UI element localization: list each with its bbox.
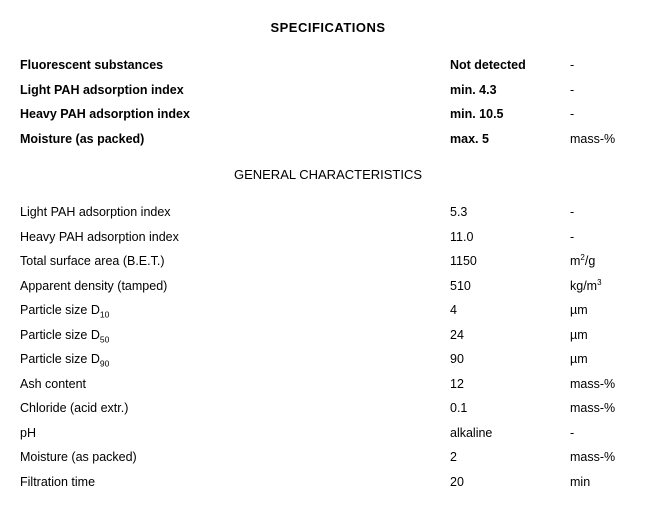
unit-cell: - (570, 78, 636, 103)
param-cell: Heavy PAH adsorption index (20, 225, 450, 250)
table-row: Fluorescent substancesNot detected- (20, 53, 636, 78)
param-cell: Heavy PAH adsorption index (20, 102, 450, 127)
param-cell: pH (20, 421, 450, 446)
param-cell: Fluorescent substances (20, 53, 450, 78)
table-row: Particle size D9090µm (20, 347, 636, 372)
unit-cell: mass-% (570, 127, 636, 152)
table-row: Heavy PAH adsorption index11.0- (20, 225, 636, 250)
unit-cell: - (570, 225, 636, 250)
unit-cell: m2/g (570, 249, 636, 274)
table-row: Light PAH adsorption indexmin. 4.3- (20, 78, 636, 103)
unit-cell: kg/m3 (570, 274, 636, 299)
value-cell: 20 (450, 470, 570, 495)
unit-cell: - (570, 102, 636, 127)
unit-cell: µm (570, 347, 636, 372)
value-cell: 90 (450, 347, 570, 372)
unit-cell: µm (570, 323, 636, 348)
param-cell: Particle size D10 (20, 298, 450, 323)
unit-cell: - (570, 200, 636, 225)
specifications-title: SPECIFICATIONS (20, 20, 636, 35)
table-row: Light PAH adsorption index5.3- (20, 200, 636, 225)
param-cell: Chloride (acid extr.) (20, 396, 450, 421)
table-row: Heavy PAH adsorption indexmin. 10.5- (20, 102, 636, 127)
param-cell: Light PAH adsorption index (20, 78, 450, 103)
unit-cell: mass-% (570, 396, 636, 421)
value-cell: 4 (450, 298, 570, 323)
param-cell: Filtration time (20, 470, 450, 495)
table-row: pHalkaline- (20, 421, 636, 446)
value-cell: 5.3 (450, 200, 570, 225)
general-characteristics-title: GENERAL CHARACTERISTICS (20, 167, 636, 182)
table-row: Chloride (acid extr.)0.1mass-% (20, 396, 636, 421)
param-cell: Moisture (as packed) (20, 445, 450, 470)
unit-cell: mass-% (570, 445, 636, 470)
table-row: Total surface area (B.E.T.)1150m2/g (20, 249, 636, 274)
param-cell: Total surface area (B.E.T.) (20, 249, 450, 274)
value-cell: 510 (450, 274, 570, 299)
param-cell: Light PAH adsorption index (20, 200, 450, 225)
param-cell: Particle size D90 (20, 347, 450, 372)
value-cell: 12 (450, 372, 570, 397)
unit-cell: - (570, 53, 636, 78)
table-row: Apparent density (tamped)510kg/m3 (20, 274, 636, 299)
value-cell: Not detected (450, 53, 570, 78)
value-cell: 1150 (450, 249, 570, 274)
table-row: Filtration time20min (20, 470, 636, 495)
table-row: Particle size D5024µm (20, 323, 636, 348)
value-cell: min. 4.3 (450, 78, 570, 103)
value-cell: max. 5 (450, 127, 570, 152)
param-cell: Moisture (as packed) (20, 127, 450, 152)
unit-cell: µm (570, 298, 636, 323)
table-row: Moisture (as packed)2mass-% (20, 445, 636, 470)
unit-cell: min (570, 470, 636, 495)
unit-cell: - (570, 421, 636, 446)
param-cell: Ash content (20, 372, 450, 397)
value-cell: 2 (450, 445, 570, 470)
specifications-table: Fluorescent substancesNot detected-Light… (20, 53, 636, 151)
table-row: Ash content12mass-% (20, 372, 636, 397)
value-cell: min. 10.5 (450, 102, 570, 127)
param-cell: Apparent density (tamped) (20, 274, 450, 299)
value-cell: 11.0 (450, 225, 570, 250)
unit-cell: mass-% (570, 372, 636, 397)
value-cell: alkaline (450, 421, 570, 446)
value-cell: 0.1 (450, 396, 570, 421)
table-row: Moisture (as packed)max. 5mass-% (20, 127, 636, 152)
param-cell: Particle size D50 (20, 323, 450, 348)
general-characteristics-table: Light PAH adsorption index5.3-Heavy PAH … (20, 200, 636, 494)
table-row: Particle size D104µm (20, 298, 636, 323)
value-cell: 24 (450, 323, 570, 348)
page: SPECIFICATIONS Fluorescent substancesNot… (0, 0, 656, 494)
